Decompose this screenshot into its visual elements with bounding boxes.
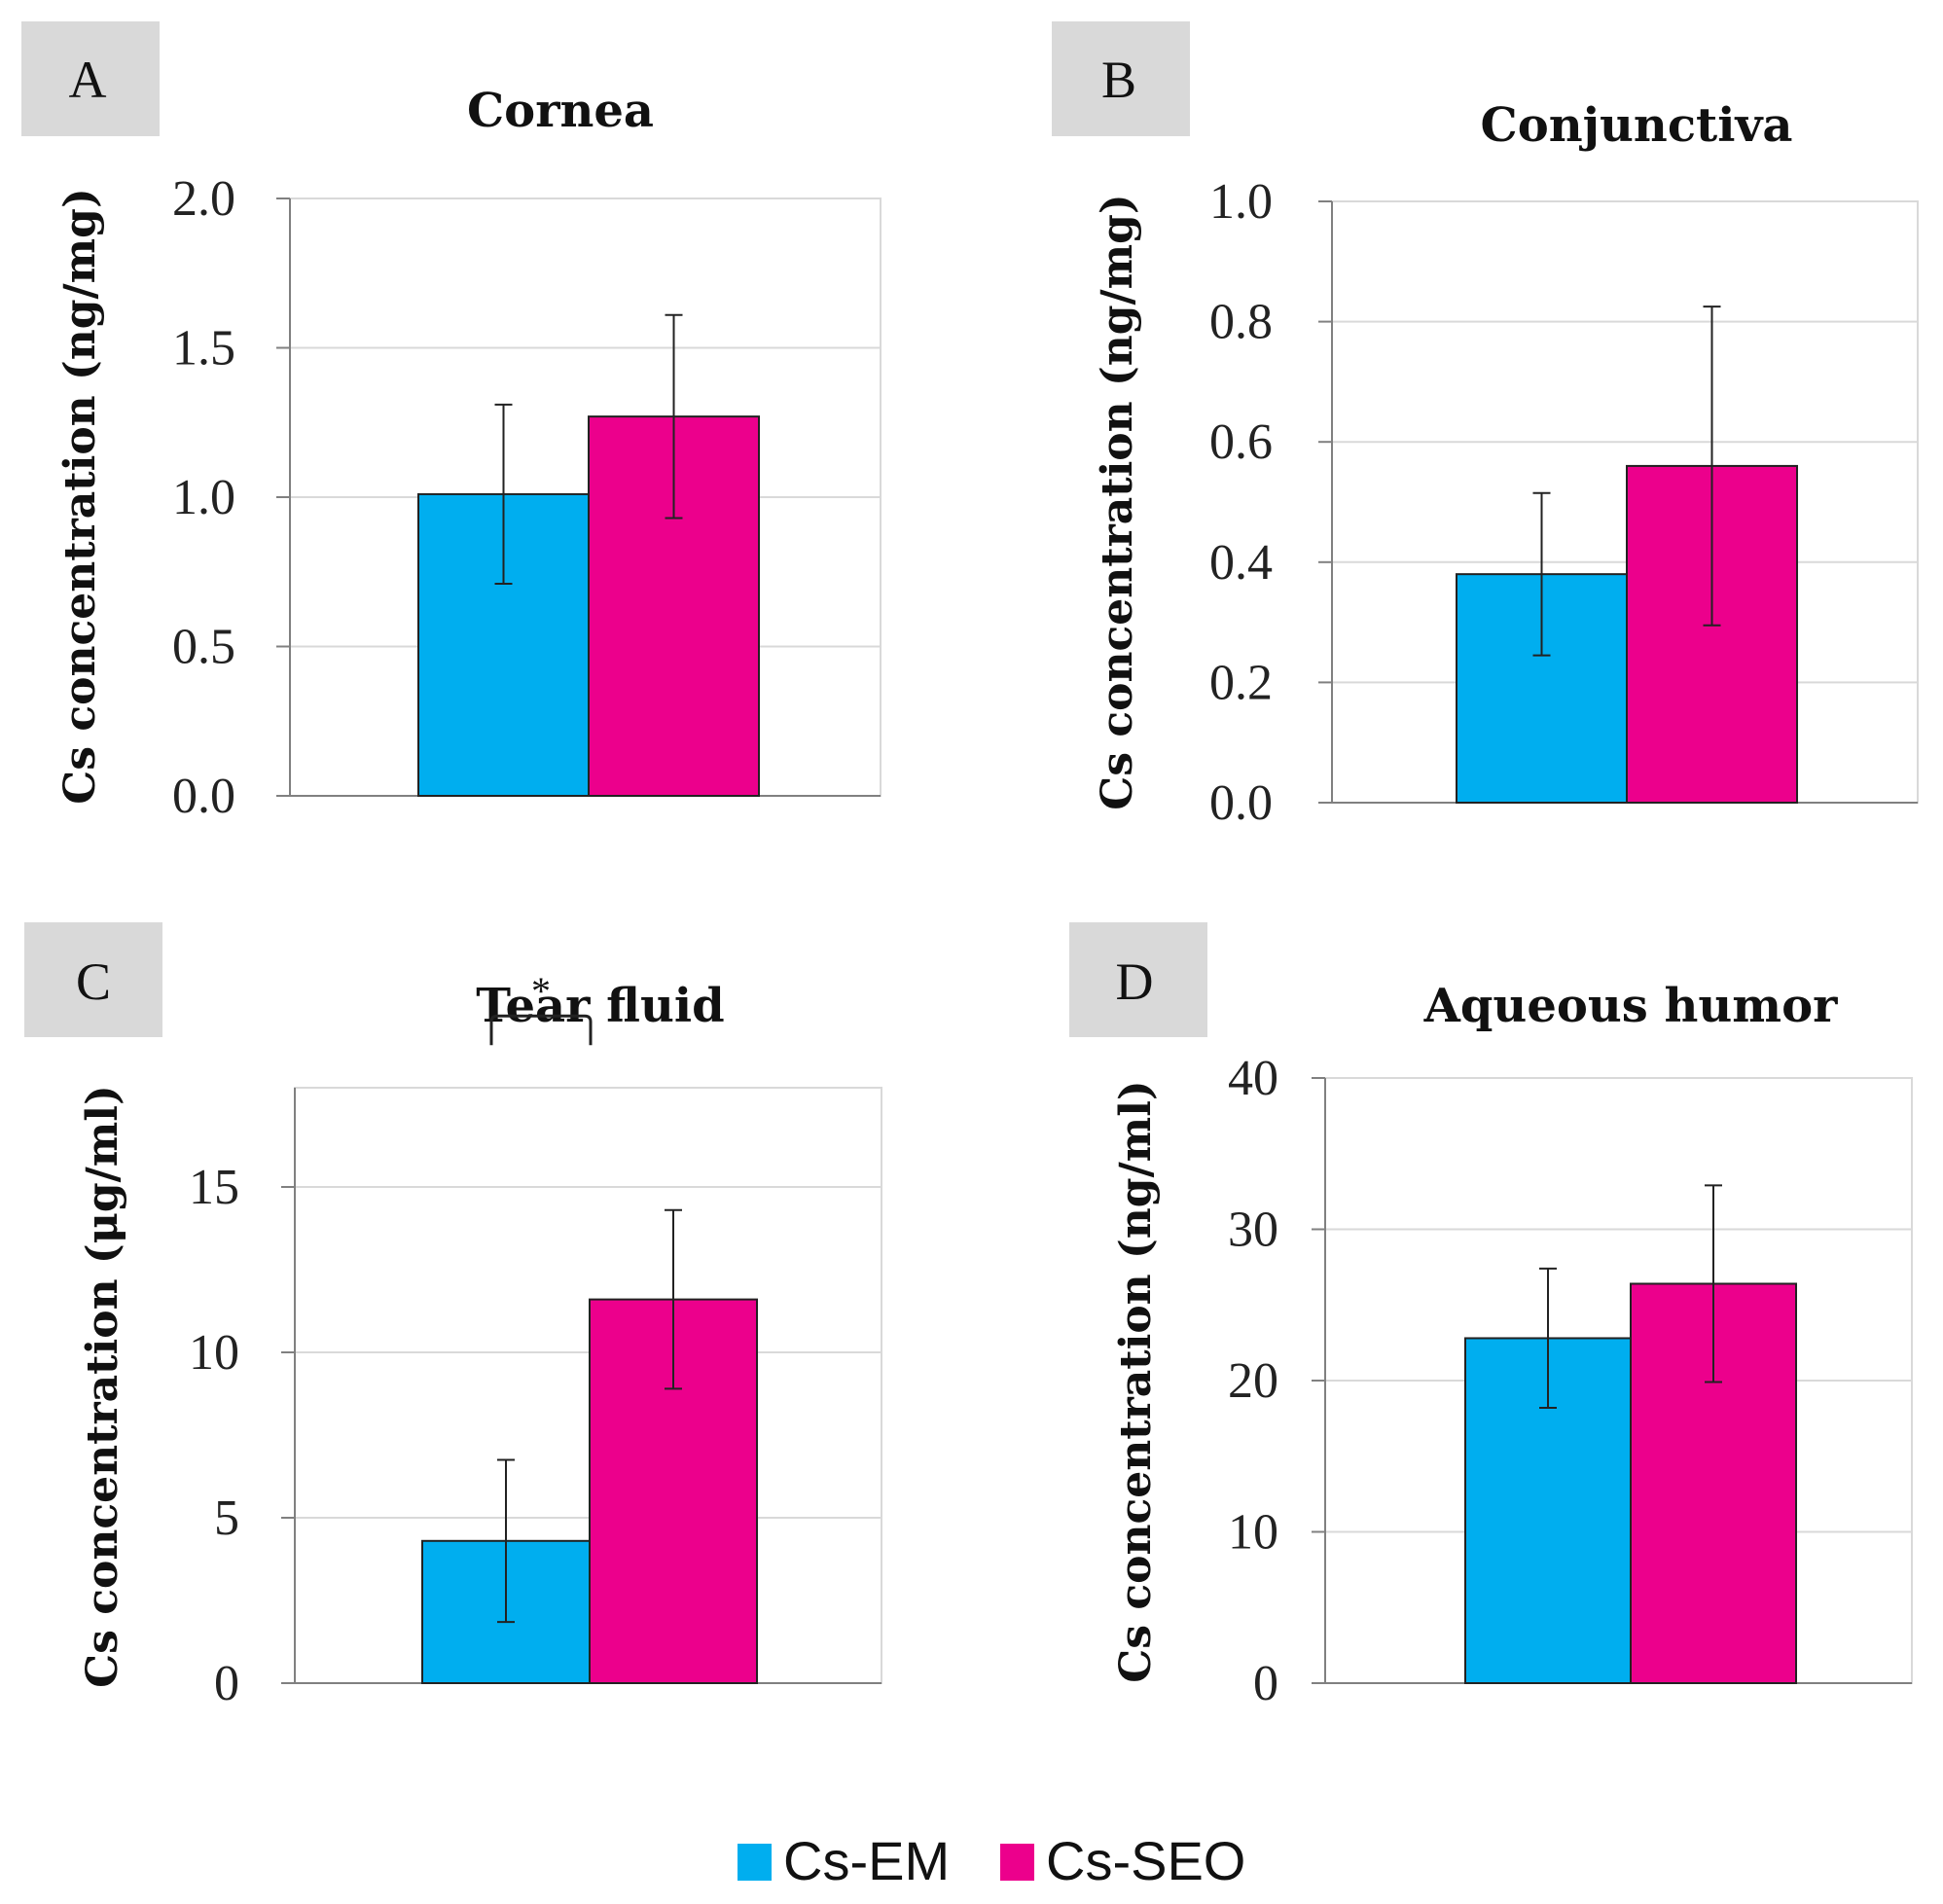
y-tick-label: 0.4	[1209, 535, 1273, 591]
legend-label-cs-em: Cs-EM	[783, 1830, 950, 1891]
y-tick-label: 0	[1253, 1656, 1278, 1711]
legend-swatch-cs-em	[738, 1844, 772, 1881]
y-tick-label: 1.5	[172, 321, 235, 377]
chart-title: Conjunctiva	[1481, 98, 1793, 153]
chart-panel-a: A Cornea 0.0 0.5 1.0 1.5 2.0 Cs concentration (…	[21, 21, 882, 824]
chart-panel-c: C Tear fluid 0 5 10 15 Cs concentration (μg/ml…	[24, 922, 882, 1711]
y-tick-label: 2.0	[172, 171, 235, 227]
y-tick-label: 10	[1228, 1505, 1278, 1561]
y-tick-label: 40	[1228, 1051, 1278, 1106]
y-tick-label: 0	[214, 1656, 239, 1711]
chart-panels: A Cornea 0.0 0.5 1.0 1.5 2.0 Cs concentration (…	[21, 21, 1919, 1711]
chart-title: Cornea	[467, 84, 654, 138]
panel-label: D	[1116, 952, 1154, 1011]
y-tick-label: 10	[189, 1325, 239, 1381]
y-tick-label: 0.6	[1209, 414, 1273, 470]
chart-panel-d: D Aqueous humor 0 10 20 30 40 Cs concentration …	[1069, 922, 1913, 1711]
legend-swatch-cs-seo	[1000, 1844, 1034, 1881]
y-tick-label: 30	[1228, 1203, 1278, 1258]
panel-label: A	[69, 51, 107, 109]
panel-label: B	[1101, 51, 1136, 109]
y-tick-label: 0.8	[1209, 295, 1273, 350]
panel-label-box	[24, 922, 162, 1037]
y-tick-label: 1.0	[172, 470, 235, 525]
chart-title: Tear fluid	[476, 979, 724, 1033]
y-tick-label: 1.0	[1209, 174, 1273, 230]
y-tick-label: 5	[214, 1491, 239, 1546]
panel-label-box	[21, 21, 160, 136]
significance-marker: *	[531, 969, 551, 1013]
y-axis-label: Cs concentration (ng/ml)	[1111, 1080, 1161, 1682]
chart-panel-b: B Conjunctiva 0.0 0.2 0.4 0.6 0.8 1.0 Cs concent…	[1052, 21, 1919, 831]
panel-label-box	[1052, 21, 1190, 136]
panel-label: C	[76, 952, 111, 1011]
chart-title: Aqueous humor	[1423, 979, 1838, 1033]
legend-label-cs-seo: Cs-SEO	[1046, 1830, 1245, 1891]
y-tick-label: 0.0	[172, 769, 235, 824]
panel-label-box	[1069, 922, 1207, 1037]
significance-bracket	[489, 1014, 593, 1046]
y-tick-label: 0.0	[1209, 775, 1273, 831]
y-tick-label: 20	[1228, 1353, 1278, 1409]
y-axis-label: Cs concentration (ng/mg)	[55, 188, 105, 805]
y-tick-label: 0.5	[172, 620, 235, 675]
legend: Cs-EM Cs-SEO	[738, 1830, 1245, 1891]
y-axis-label: Cs concentration (μg/ml)	[78, 1085, 127, 1688]
y-axis-label: Cs concentration (ng/mg)	[1093, 194, 1142, 810]
y-tick-label: 0.2	[1209, 655, 1273, 710]
y-tick-label: 15	[189, 1160, 239, 1215]
